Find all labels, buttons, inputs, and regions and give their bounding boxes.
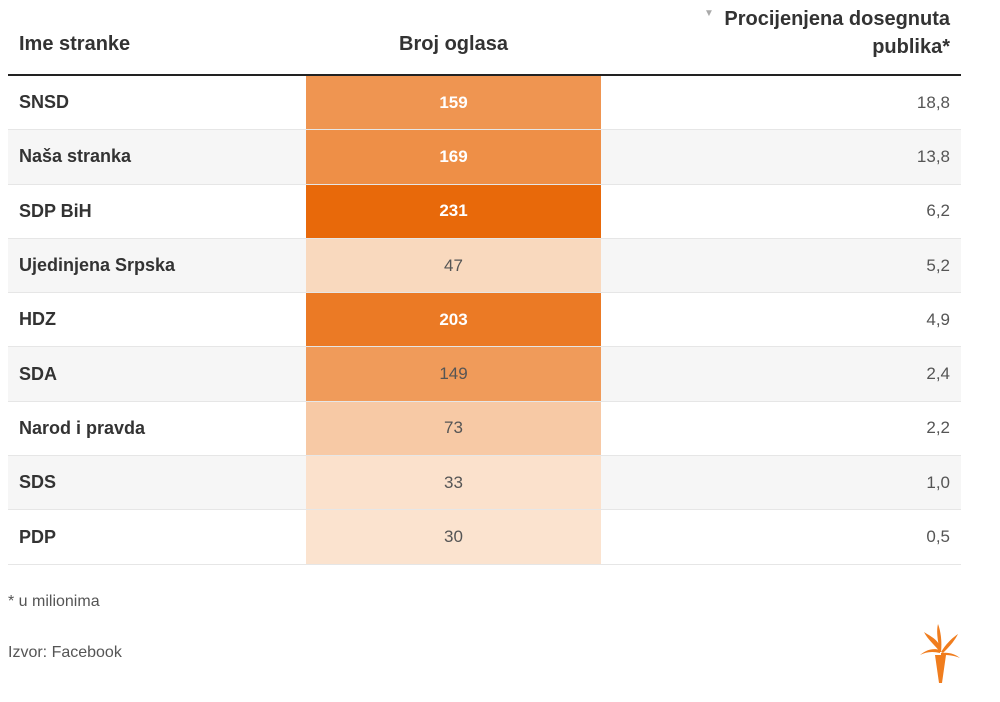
torch-handle xyxy=(935,655,946,683)
ad-count-cell: 169 xyxy=(306,130,601,184)
party-name-cell: SDS xyxy=(19,472,57,493)
reach-cell: 18,8 xyxy=(916,92,950,112)
source-note: Izvor: Facebook xyxy=(8,644,122,661)
column-header-reach-line1: Procijenjena dosegnuta xyxy=(724,8,950,30)
ad-count-cell: 47 xyxy=(306,238,601,293)
reach-cell: 0,5 xyxy=(926,527,950,547)
party-name-cell: SDA xyxy=(19,363,58,384)
reach-cell: 2,4 xyxy=(926,364,950,384)
reach-cell: 2,2 xyxy=(926,418,950,438)
ad-count-cell: 73 xyxy=(306,401,601,456)
reach-cell: 4,9 xyxy=(926,309,950,329)
footnote: * u milionima xyxy=(8,593,100,610)
table-row: SNSD 159 18,8 xyxy=(8,76,961,131)
ad-count-cell: 33 xyxy=(306,456,601,510)
party-name-cell: Naša stranka xyxy=(19,146,132,167)
party-name-cell: HDZ xyxy=(19,309,56,330)
reach-cell: 6,2 xyxy=(926,201,950,221)
table-row: Naša stranka 169 13,8 xyxy=(8,130,961,185)
column-header-reach-line2: publika* xyxy=(872,36,950,58)
reach-cell: 5,2 xyxy=(926,255,950,275)
table-row: SDS 33 1,0 xyxy=(8,456,961,511)
party-name-cell: Narod i pravda xyxy=(19,417,146,438)
party-name-cell: SNSD xyxy=(19,92,70,113)
party-name-cell: PDP xyxy=(19,526,57,547)
data-table: Ime stranke Broj oglasa ▼ Procijenjena d… xyxy=(8,0,961,565)
table-row: SDP BiH 231 6,2 xyxy=(8,184,961,239)
ad-count-cell: 231 xyxy=(306,184,601,238)
table-row: Narod i pravda 73 2,2 xyxy=(8,401,961,457)
table-row: SDA 149 2,4 xyxy=(8,347,961,402)
table-header: Ime stranke Broj oglasa ▼ Procijenjena d… xyxy=(8,0,961,76)
sort-descending-icon[interactable]: ▼ xyxy=(704,8,714,19)
party-name-cell: Ujedinjena Srpska xyxy=(19,255,176,276)
column-header-party[interactable]: Ime stranke xyxy=(19,33,131,55)
table-row: HDZ 203 4,9 xyxy=(8,293,961,348)
ad-count-cell: 149 xyxy=(306,347,601,401)
table-body: SNSD 159 18,8 Naša stranka 169 13,8 SDP BiH 231… xyxy=(8,76,961,565)
torch-flame xyxy=(920,624,960,658)
ad-count-cell: 159 xyxy=(306,76,601,130)
torch-logo-icon xyxy=(920,624,960,683)
ad-count-cell: 30 xyxy=(306,510,601,564)
reach-cell: 13,8 xyxy=(916,146,950,166)
reach-cell: 1,0 xyxy=(926,472,950,492)
table-row: Ujedinjena Srpska 47 5,2 xyxy=(8,238,961,294)
table-row: PDP 30 0,5 xyxy=(8,510,961,565)
ad-count-cell: 203 xyxy=(306,293,601,347)
column-header-reach[interactable]: Procijenjena dosegnuta publika* xyxy=(690,5,950,61)
party-name-cell: SDP BiH xyxy=(19,200,92,221)
column-header-ad-count[interactable]: Broj oglasa xyxy=(399,33,508,55)
